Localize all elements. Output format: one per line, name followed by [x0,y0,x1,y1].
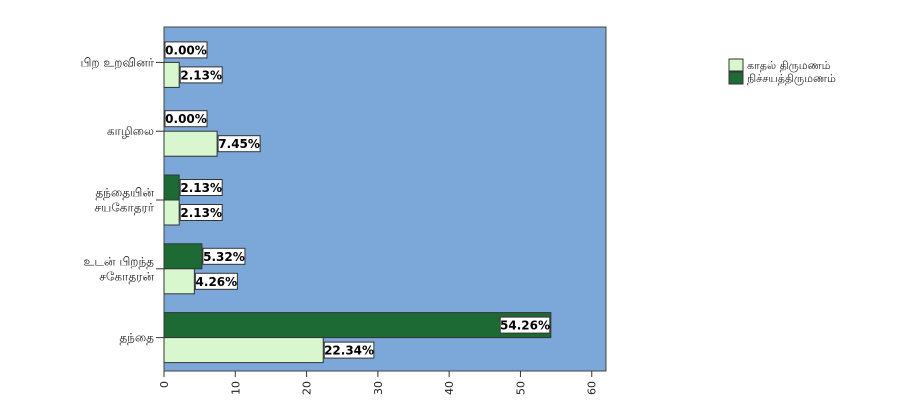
category-label-0-0: பிற உறவினர் [80,55,154,69]
bar-light-1 [163,130,218,157]
data-label-box-light-3 [194,272,238,290]
bar-dark-4 [163,312,552,339]
bar-light-2 [163,199,180,226]
x-tick-label-5: 50 [514,381,527,395]
legend-swatch-1 [728,71,744,85]
data-label-dark-1: 0.00% [165,112,207,126]
category-label-2-0: தந்தையின் [95,186,154,200]
data-label-box-dark-4 [499,316,551,334]
category-label-3-1: சகோதரன் [99,269,154,283]
category-labels: பிற உறவினர் காழிலை தந்தையின்சயகோதரர் உடன் ப… [80,55,164,345]
bars-group [163,61,552,364]
data-label-box-dark-0 [164,41,208,59]
x-tick-label-0: 0 [158,381,171,388]
x-tick-label-4: 40 [443,381,456,395]
bar-dark-3 [163,243,203,270]
legend-label-1: நிச்சயத்திருமணம் [747,72,836,85]
data-label-light-0: 2.13% [180,68,222,82]
x-tick-label-3: 30 [372,381,385,395]
category-label-1-0: காழிலை [107,124,154,138]
data-label-box-dark-3 [202,247,246,265]
data-label-light-2: 2.13% [180,206,222,220]
x-tick-label-1: 10 [229,381,242,395]
bar-light-3 [163,268,195,295]
bar-light-4 [163,337,324,364]
data-label-light-1: 7.45% [218,137,260,151]
data-labels: 0.00% 2.13% 0.00% 7.45% 2.13% 2.13% 5.32% 4.26%… [164,41,551,359]
data-label-box-light-2 [179,204,223,221]
legend-swatch-0 [728,58,744,72]
x-axis: 0 10 20 30 40 50 60 [158,371,599,395]
data-label-dark-4: 54.26% [500,319,550,333]
data-label-box-light-4 [323,341,375,359]
category-label-3-0: உடன் பிறந்த [83,254,154,268]
data-label-light-4: 22.34% [324,344,374,358]
data-label-box-light-0 [179,66,223,84]
x-tick-label-6: 60 [586,381,599,395]
data-label-dark-0: 0.00% [165,43,207,57]
category-label-4-0: தந்தை [119,331,154,345]
legend: காதல் திருமணம்நிச்சயத்திருமணம் [728,58,836,85]
legend-label-0: காதல் திருமணம் [747,59,831,72]
bar-dark-2 [163,174,180,201]
data-label-box-dark-1 [164,110,208,128]
data-label-box-dark-2 [179,179,223,196]
data-label-dark-3: 5.32% [203,250,245,264]
category-label-2-1: சயகோதரர் [94,201,154,215]
data-label-box-light-1 [217,135,261,153]
data-label-dark-2: 2.13% [180,181,222,195]
x-tick-label-2: 20 [301,381,314,395]
bar-light-0 [163,61,180,88]
data-label-light-3: 4.26% [196,275,238,289]
